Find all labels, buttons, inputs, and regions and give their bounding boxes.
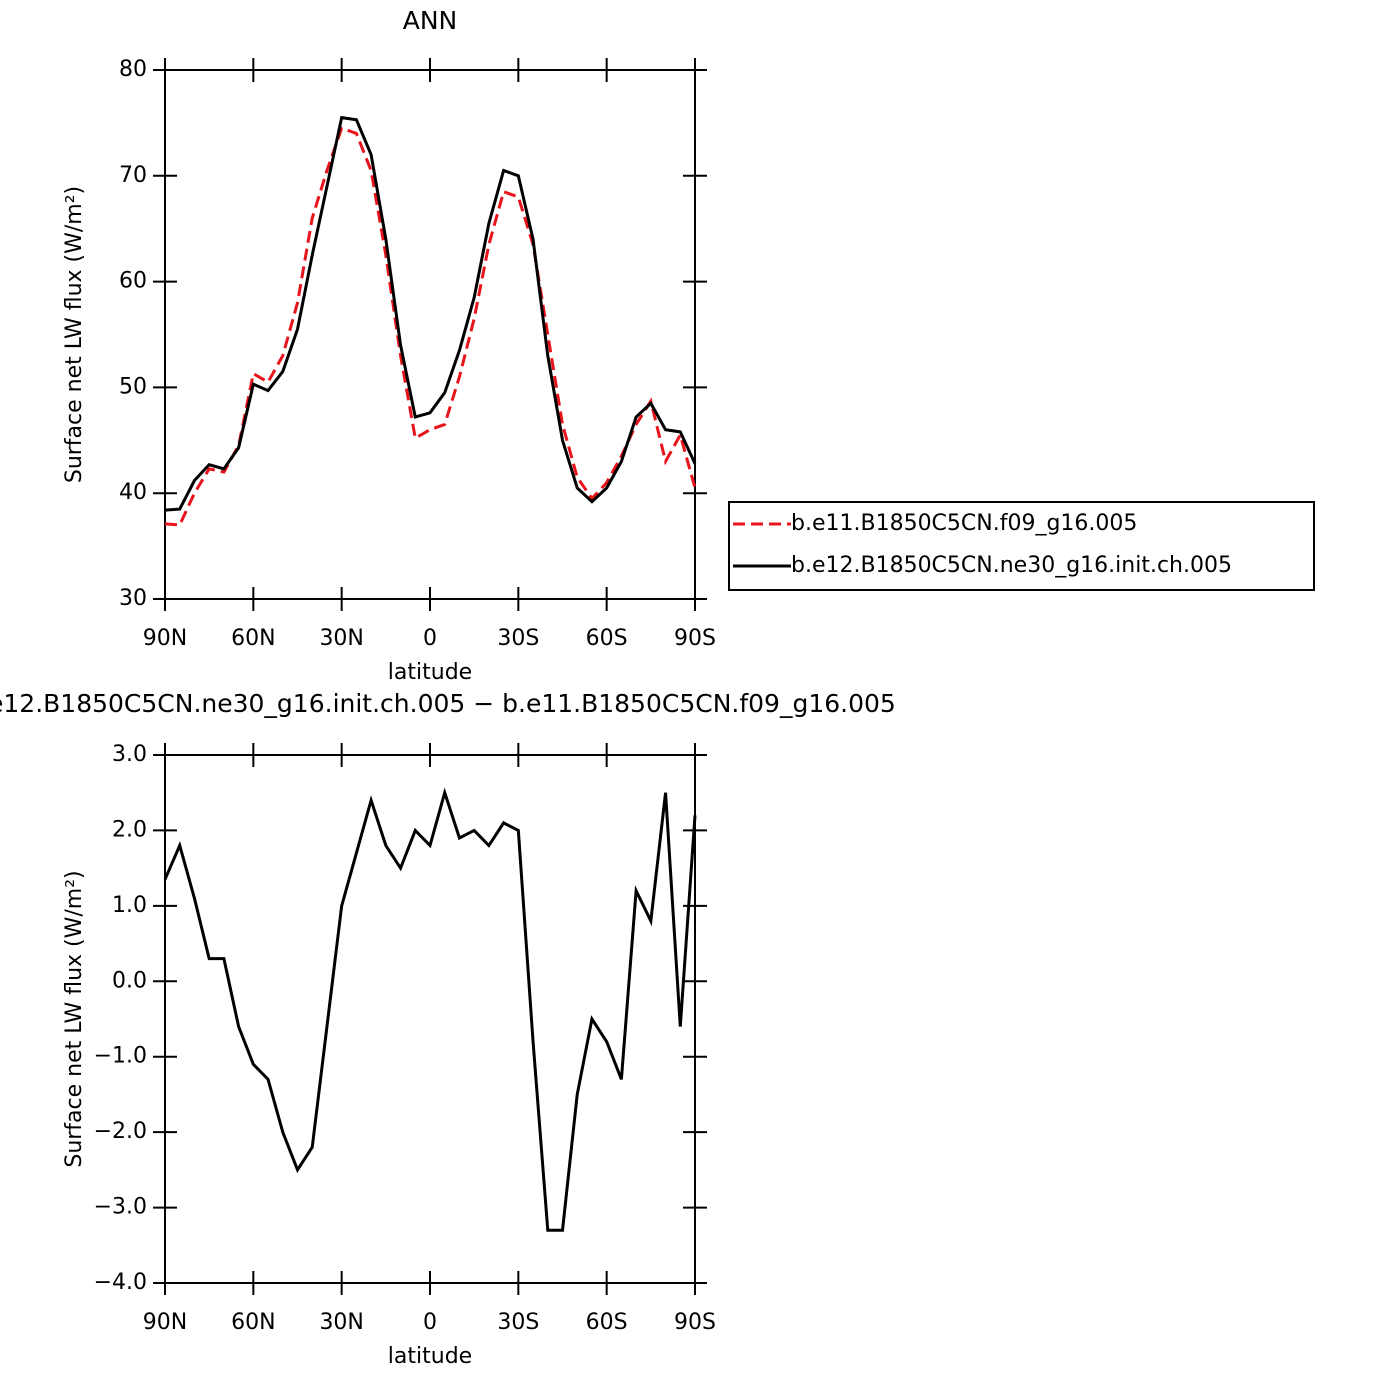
y-tick-label: 70 [119,163,147,188]
x-tick-label: 90S [674,1310,716,1335]
x-tick-label: 90S [674,626,716,651]
x-axis-label: latitude [388,1344,472,1369]
legend-label: b.e11.B1850C5CN.f09_g16.005 [791,511,1137,536]
y-tick-label: 2.0 [112,817,147,842]
x-tick-label: 90N [143,626,187,651]
x-tick-label: 60S [586,626,628,651]
y-axis-label: Surface net LW flux (W/m²) [62,186,87,483]
data-line [164,126,697,527]
legend-label: b.e12.B1850C5CN.ne30_g16.init.ch.005 [791,553,1232,578]
plot-frame [164,69,696,600]
y-tick-label: −4.0 [94,1270,147,1295]
y-tick-label: −1.0 [94,1044,147,1069]
y-tick-label: −3.0 [94,1195,147,1220]
data-line [164,115,697,512]
x-tick-label: 60N [231,1310,275,1335]
y-tick-label: 80 [119,57,147,82]
x-tick-label: 30S [497,1310,539,1335]
y-tick-label: 50 [119,374,147,399]
y-tick-label: 30 [119,586,147,611]
y-tick-label: 0.0 [112,968,147,993]
x-tick-label: 0 [423,626,437,651]
chart-title: b.e12.B1850C5CN.ne30_g16.init.ch.005 − b… [0,689,896,718]
y-tick-label: 40 [119,480,147,505]
chart-title: ANN [403,6,458,35]
x-tick-label: 0 [423,1310,437,1335]
x-tick-label: 30N [319,1310,363,1335]
x-tick-label: 60S [586,1310,628,1335]
x-tick-label: 90N [143,1310,187,1335]
plot-frame [164,754,696,1284]
x-tick-label: 30S [497,626,539,651]
y-tick-label: 3.0 [112,742,147,767]
data-line [163,787,697,1232]
x-axis-label: latitude [388,660,472,685]
x-tick-label: 30N [319,626,363,651]
y-axis-label: Surface net LW flux (W/m²) [62,870,87,1167]
y-tick-label: 60 [119,269,147,294]
y-tick-label: −2.0 [94,1119,147,1144]
x-tick-label: 60N [231,626,275,651]
legend-box [728,501,1315,591]
y-tick-label: 1.0 [112,893,147,918]
